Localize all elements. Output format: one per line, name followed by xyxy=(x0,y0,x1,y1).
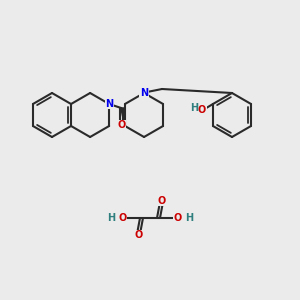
Text: H: H xyxy=(107,213,115,223)
Text: H: H xyxy=(190,103,198,113)
Text: O: O xyxy=(158,196,166,206)
Text: O: O xyxy=(117,120,125,130)
Text: H: H xyxy=(185,213,193,223)
Text: O: O xyxy=(173,213,181,223)
Text: N: N xyxy=(140,88,148,98)
Text: O: O xyxy=(198,105,206,115)
Text: O: O xyxy=(134,230,142,240)
Text: O: O xyxy=(119,213,127,223)
Text: N: N xyxy=(105,99,113,109)
